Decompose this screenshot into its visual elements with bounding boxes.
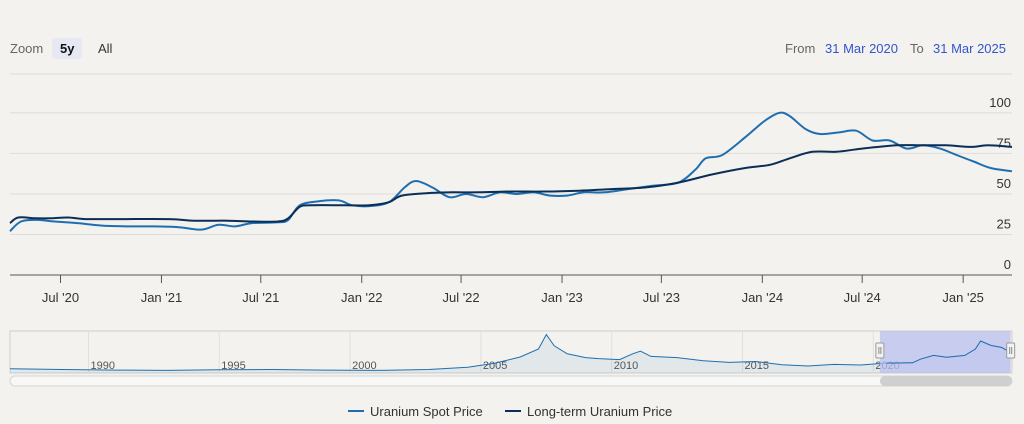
- to-date-input[interactable]: 31 Mar 2025: [933, 41, 1006, 56]
- legend-label-longterm: Long-term Uranium Price: [527, 404, 673, 419]
- navigator-year-label: 2000: [352, 360, 376, 372]
- x-tick-label: Jan '21: [141, 290, 183, 305]
- navigator-year-label: 2005: [483, 360, 507, 372]
- y-tick-label: 0: [1004, 257, 1011, 272]
- x-tick-label: Jul '22: [442, 290, 479, 305]
- zoom-label: Zoom: [10, 41, 44, 56]
- navigator-year-label: 2015: [745, 360, 769, 372]
- navigator-scrollbar-track[interactable]: [9, 375, 1013, 387]
- x-tick-label: Jul '24: [844, 290, 881, 305]
- x-axis-labels: Jul '20 Jan '21 Jul '21 Jan '22 Jul '22 Jan '…: [42, 275, 984, 305]
- navigator[interactable]: 1990199520002005201020152020: [9, 330, 1016, 387]
- y-tick-label: 100: [989, 95, 1011, 110]
- y-gridlines: [10, 73, 1012, 276]
- y-tick-label: 25: [997, 216, 1011, 231]
- x-tick-label: Jul '21: [242, 290, 279, 305]
- series-line-longterm: [9, 144, 1013, 224]
- legend-item-longterm[interactable]: Long-term Uranium Price: [505, 404, 672, 419]
- y-tick-label: 75: [997, 135, 1011, 150]
- x-tick-label: Jan '23: [541, 290, 583, 305]
- navigator-year-label: 1990: [90, 360, 114, 372]
- legend-item-spot[interactable]: Uranium Spot Price: [348, 404, 483, 419]
- navigator-year-label: 1995: [221, 360, 245, 372]
- navigator-handle-left[interactable]: [875, 342, 885, 359]
- series-lines: [9, 111, 1013, 232]
- navigator-area: [10, 334, 1011, 373]
- series-line-spot: [9, 111, 1013, 232]
- y-tick-label: 50: [997, 176, 1011, 191]
- range-selector: Zoom 5y All From 31 Mar 2020 To 31 Mar 2…: [0, 36, 1024, 62]
- zoom-all-button[interactable]: All: [98, 41, 113, 56]
- from-label: From: [785, 41, 816, 56]
- navigator-selection[interactable]: [879, 331, 1011, 373]
- navigator-selected-line: [886, 340, 1011, 364]
- navigator-handle-right[interactable]: [1006, 342, 1016, 359]
- legend-swatch-longterm: [505, 409, 521, 412]
- x-tick-label: Jan '22: [341, 290, 383, 305]
- x-tick-label: Jul '20: [42, 290, 79, 305]
- legend-label-spot: Uranium Spot Price: [370, 404, 483, 419]
- zoom-5y-button[interactable]: 5y: [52, 38, 83, 59]
- navigator-scrollbar-thumb[interactable]: [879, 376, 1012, 386]
- from-date-input[interactable]: 31 Mar 2020: [825, 41, 898, 56]
- x-tick-label: Jul '23: [643, 290, 680, 305]
- legend-swatch-spot: [348, 409, 364, 412]
- navigator-frame: [9, 330, 1013, 374]
- navigator-year-label: 2010: [614, 360, 638, 372]
- chart-legend: Uranium Spot Price Long-term Uranium Pri…: [0, 402, 1024, 422]
- x-tick-label: Jan '25: [942, 290, 984, 305]
- x-tick-label: Jan '24: [742, 290, 784, 305]
- to-label: To: [910, 41, 924, 56]
- y-axis-labels: 0 25 50 75 100: [989, 95, 1011, 272]
